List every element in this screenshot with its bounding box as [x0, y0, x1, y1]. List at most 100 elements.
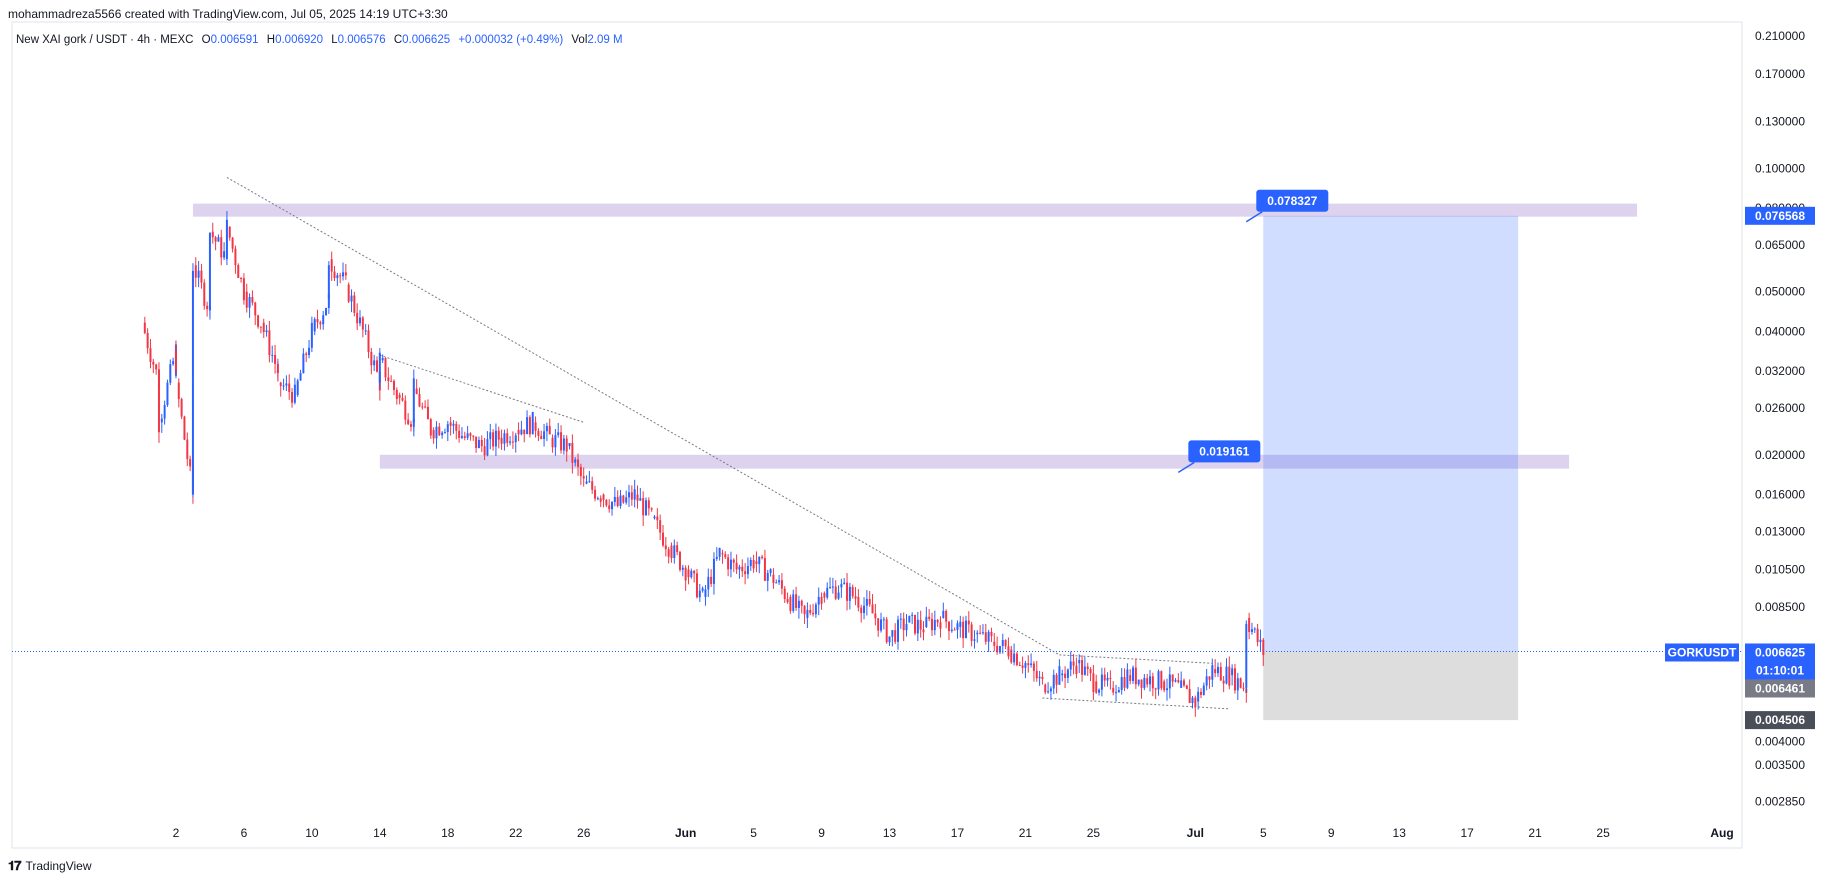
trendline-2[interactable]	[379, 354, 584, 423]
candle-body	[1041, 676, 1044, 680]
candle-body	[288, 383, 291, 393]
candle-body	[1157, 671, 1160, 690]
candle-body	[370, 352, 373, 366]
candle-body	[189, 459, 192, 467]
x-tick-label: 9	[818, 826, 825, 840]
candle-body	[1183, 680, 1185, 686]
candle-body	[240, 277, 243, 279]
symbol-price-tag-bg[interactable]	[1665, 643, 1739, 662]
candle-body	[693, 570, 696, 574]
candle-body	[786, 598, 789, 603]
callout-box-2[interactable]	[1188, 440, 1261, 463]
candle-body	[520, 429, 523, 435]
candle-body	[1177, 680, 1180, 683]
candle-body	[378, 366, 381, 383]
candle-body	[769, 569, 772, 574]
candle-body	[1248, 617, 1251, 633]
candle-body	[976, 632, 979, 635]
candle-body	[412, 378, 415, 413]
candle-body	[1250, 629, 1253, 633]
candle-body	[914, 614, 916, 634]
candle-body	[310, 322, 313, 348]
candle-body	[998, 645, 1001, 653]
candle-body	[758, 556, 761, 565]
candle-body	[1231, 668, 1234, 676]
candle-body	[701, 588, 704, 591]
target-price-tag-bg[interactable]	[1745, 206, 1815, 225]
candle-body	[208, 233, 211, 282]
entry-low-tag-bg[interactable]	[1745, 679, 1815, 698]
position-target-zone[interactable]	[1263, 215, 1519, 652]
candle-body	[429, 419, 432, 436]
trendline-1[interactable]	[226, 176, 1060, 656]
candle-body	[1149, 676, 1152, 685]
tradingview-logo[interactable]: 𝟏𝟕 TradingView	[8, 858, 92, 874]
candle-body	[1078, 660, 1081, 664]
candle-body	[418, 394, 421, 407]
candle-body	[582, 476, 585, 479]
candle-body	[500, 437, 503, 444]
y-tick-label: 0.050000	[1755, 285, 1805, 299]
candle-body	[469, 433, 472, 436]
candle-body	[851, 586, 854, 597]
candle-body	[1205, 676, 1208, 686]
candle-body	[871, 604, 874, 614]
candle-body	[922, 629, 925, 633]
candle-body	[860, 607, 863, 614]
stop-price-tag-bg[interactable]	[1745, 711, 1815, 730]
candle-body	[1188, 688, 1191, 704]
callout-label-2: 0.019161	[1199, 444, 1249, 458]
candle-body	[1044, 684, 1047, 693]
candle-body	[715, 556, 718, 559]
candle-body	[956, 623, 959, 630]
candle-body	[953, 629, 956, 631]
callout-pointer-1	[1245, 211, 1263, 223]
candle-body	[1075, 665, 1078, 674]
candle-body	[780, 580, 783, 589]
candle-body	[1245, 654, 1248, 688]
candle-body	[1146, 678, 1149, 685]
resistance-zone-2[interactable]	[379, 454, 1570, 469]
candle-body	[741, 566, 744, 572]
candle-body	[373, 360, 376, 366]
candle-body	[1109, 677, 1112, 679]
y-tick-label: 0.008500	[1755, 600, 1805, 614]
candle-body	[155, 364, 158, 370]
candle-body	[684, 567, 687, 581]
candle-body	[483, 446, 486, 456]
candle-body	[1086, 666, 1089, 670]
candle-body	[560, 432, 563, 451]
x-tick-label: 17	[951, 826, 965, 840]
x-tick-label: 6	[241, 826, 248, 840]
last-price-tag-bg[interactable]	[1745, 643, 1815, 662]
candle-body	[854, 596, 857, 599]
candle-body	[568, 443, 571, 447]
candle-body	[1245, 623, 1248, 655]
candle-body	[313, 319, 316, 332]
high-value: 0.006920	[275, 34, 324, 46]
candle-body	[1123, 677, 1126, 688]
candle-body	[916, 619, 919, 634]
x-tick-label: Aug	[1710, 826, 1733, 840]
callout-box-1[interactable]	[1256, 189, 1329, 212]
candle-body	[339, 275, 342, 277]
resistance-zone-1[interactable]	[192, 203, 1638, 217]
candle-body	[1083, 666, 1086, 675]
candle-body	[928, 616, 931, 619]
symbol-title[interactable]: New XAI gork / USDT · 4h · MEXC	[16, 34, 194, 46]
candle-body	[446, 424, 449, 433]
candle-body	[1106, 677, 1109, 681]
candle-body	[695, 573, 698, 598]
candle-body	[1253, 628, 1256, 630]
candle-body	[783, 588, 786, 599]
x-tick-label: 5	[750, 826, 757, 840]
trendline-4[interactable]	[1042, 697, 1230, 710]
candle-body	[880, 619, 883, 631]
candle-body	[477, 439, 480, 449]
candle-body	[911, 614, 914, 616]
x-tick-label: Jun	[675, 826, 696, 840]
position-stop-zone[interactable]	[1263, 651, 1519, 721]
candle-body	[812, 612, 815, 615]
countdown-tag-bg[interactable]	[1745, 661, 1815, 680]
